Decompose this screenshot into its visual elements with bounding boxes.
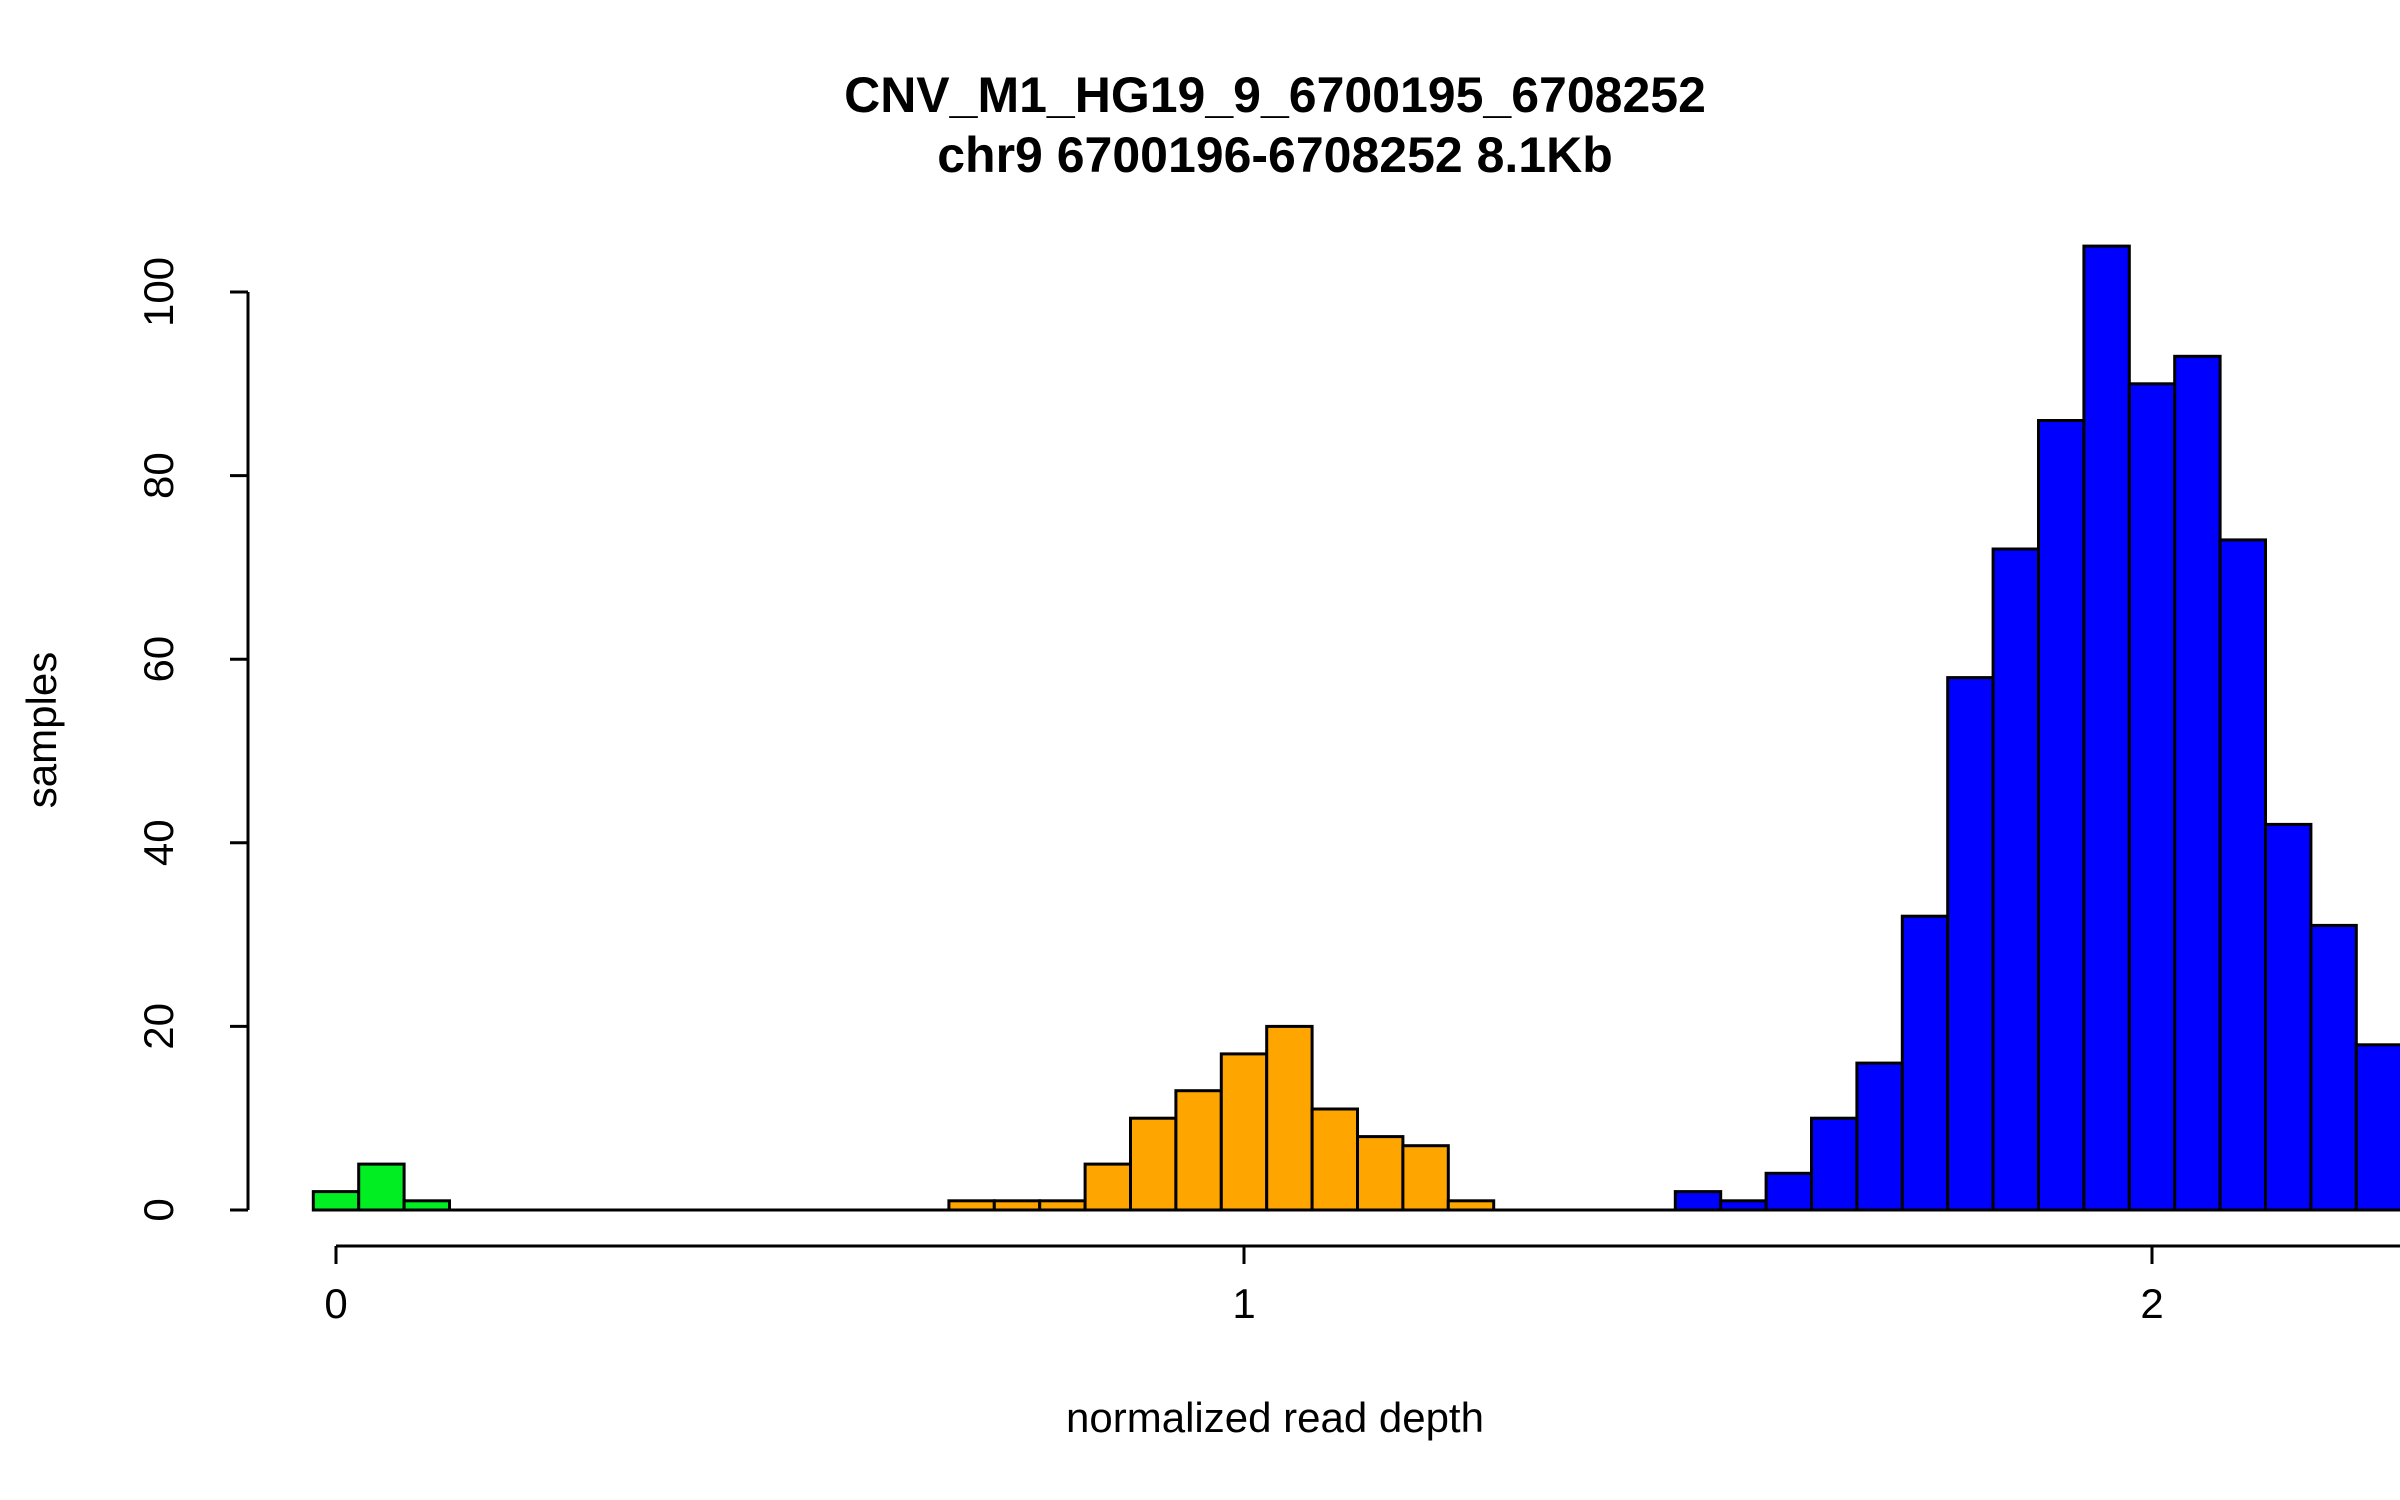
bar-2-8 [2037, 419, 2086, 1212]
bar-1-7 [1265, 1024, 1314, 1212]
bar-1-6 [1219, 1052, 1269, 1212]
bar-2-6 [1946, 676, 1995, 1212]
y-tick-label-60: 60 [135, 636, 182, 683]
bar-2-15 [2354, 1043, 2400, 1212]
bar-0-1 [357, 1162, 406, 1212]
bar-0-0 [311, 1190, 361, 1212]
y-tick-label-20: 20 [135, 1003, 182, 1050]
bar-1-9 [1356, 1135, 1405, 1212]
bar-1-5 [1174, 1089, 1223, 1212]
chart-subtitle: chr9 6700196-6708252 8.1Kb [937, 127, 1613, 183]
y-axis-label: samples [18, 652, 65, 808]
y-tick-label-0: 0 [135, 1198, 182, 1221]
bar-2-10 [2127, 382, 2177, 1212]
bars-group [311, 244, 2400, 1212]
bar-2-0 [1673, 1190, 1723, 1212]
bar-2-9 [2082, 244, 2131, 1212]
bar-2-4 [1855, 1061, 1904, 1212]
bar-2-14 [2309, 923, 2358, 1212]
bar-1-10 [1401, 1144, 1450, 1212]
x-tick-label-0: 0 [324, 1280, 347, 1327]
y-tick-label-40: 40 [135, 819, 182, 866]
x-axis: 01234 [324, 1244, 2400, 1327]
bar-2-11 [2173, 354, 2222, 1212]
bar-2-5 [1900, 914, 1950, 1212]
bar-2-13 [2264, 822, 2313, 1212]
chart-title: CNV_M1_HG19_9_6700195_6708252 [844, 67, 1706, 123]
y-axis: 0 20 40 60 80 100 [135, 257, 250, 1222]
bar-2-2 [1764, 1171, 1813, 1212]
bar-1-4 [1129, 1116, 1178, 1212]
y-tick-label-80: 80 [135, 452, 182, 499]
x-tick-label-2: 2 [2140, 1280, 2163, 1327]
bar-1-3 [1083, 1162, 1132, 1212]
bar-2-12 [2218, 538, 2268, 1212]
x-tick-label-1: 1 [1232, 1280, 1255, 1327]
bar-1-8 [1310, 1107, 1359, 1212]
y-tick-label-100: 100 [135, 257, 182, 327]
bar-2-7 [1991, 547, 2040, 1212]
x-axis-label: normalized read depth [1066, 1394, 1484, 1441]
bar-2-3 [1810, 1116, 1859, 1212]
